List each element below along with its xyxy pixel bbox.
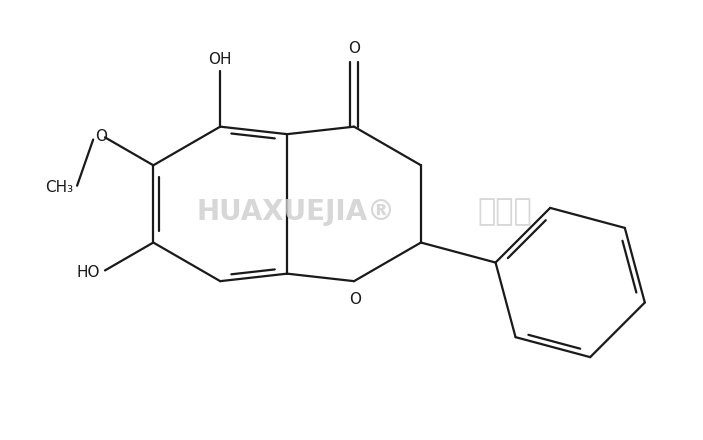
Text: HO: HO (76, 265, 100, 280)
Text: O: O (349, 292, 361, 307)
Text: CH₃: CH₃ (45, 180, 73, 195)
Text: OH: OH (209, 51, 232, 66)
Text: O: O (95, 129, 107, 144)
Text: 化学加: 化学加 (477, 197, 532, 226)
Text: O: O (348, 41, 360, 56)
Text: HUAXUEJIA®: HUAXUEJIA® (196, 198, 395, 226)
